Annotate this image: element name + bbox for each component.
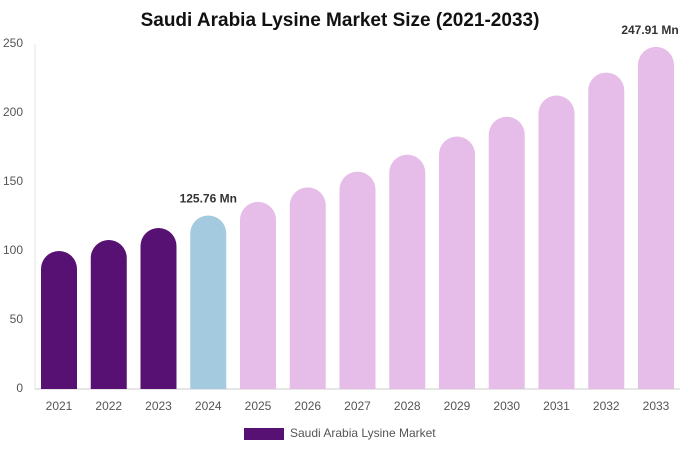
y-tick-label: 100: [3, 243, 23, 257]
bar: [289, 187, 326, 389]
bar: [90, 239, 127, 389]
x-tick-label: 2023: [145, 399, 172, 413]
bar: [140, 227, 177, 389]
value-label: 125.76 Mn: [180, 192, 237, 206]
x-tick-label: 2026: [294, 399, 321, 413]
chart-title: Saudi Arabia Lysine Market Size (2021-20…: [141, 10, 540, 31]
value-label: 247.91 Mn: [621, 23, 678, 37]
y-tick-label: 50: [10, 312, 24, 326]
x-tick-label: 2028: [394, 399, 421, 413]
bar: [488, 116, 525, 389]
x-tick-label: 2029: [444, 399, 471, 413]
legend-label: Saudi Arabia Lysine Market: [290, 426, 436, 440]
y-tick-label: 150: [3, 174, 23, 188]
bar: [339, 171, 376, 389]
y-tick-label: 250: [3, 36, 23, 50]
y-tick-label: 200: [3, 105, 23, 119]
bar: [638, 46, 674, 389]
bar: [389, 154, 426, 389]
x-tick-label: 2024: [195, 399, 222, 413]
bar: [588, 72, 625, 389]
x-tick-label: 2022: [95, 399, 122, 413]
x-tick-label: 2031: [543, 399, 570, 413]
bar: [190, 215, 227, 389]
x-tick-label: 2033: [643, 399, 670, 413]
x-tick-label: 2025: [245, 399, 272, 413]
bar: [439, 136, 475, 389]
x-tick-label: 2030: [493, 399, 520, 413]
bar: [41, 251, 77, 389]
bar: [538, 95, 575, 389]
x-tick-label: 2027: [344, 399, 371, 413]
legend-swatch: [244, 428, 284, 440]
x-tick-label: 2032: [593, 399, 620, 413]
bar: [240, 201, 276, 389]
x-tick-label: 2021: [46, 399, 73, 413]
y-tick-label: 0: [16, 381, 23, 395]
